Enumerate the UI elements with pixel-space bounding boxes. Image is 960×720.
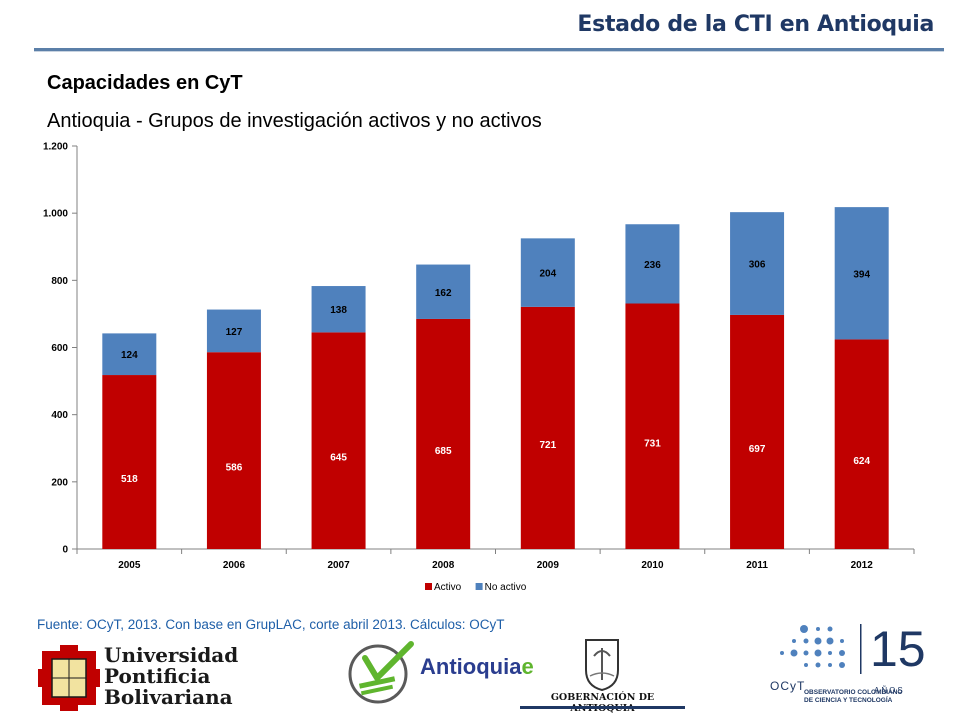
y-tick-label: 400 [51,410,68,421]
x-axis: 2005 2006 2007 2008 2009 2010 2011 2012 [76,548,915,571]
bar-activo [834,339,889,549]
y-tick-label: 0 [62,545,68,556]
ocyt-number: 15 [870,621,926,677]
data-label: 124 [121,350,138,361]
gobernacion-underline [520,706,685,709]
x-tick-label: 2009 [537,560,560,571]
data-label: 721 [539,440,556,451]
x-tick-label: 2007 [327,560,350,571]
bar-activo [730,314,785,549]
bar-no-activo [416,264,471,319]
legend-swatch [425,583,432,590]
data-label: 518 [121,474,138,485]
data-label: 138 [330,305,347,316]
x-tick-label: 2012 [851,560,874,571]
antioquia-wordmark: Antioquiae [420,654,534,679]
legend-label: No activo [485,582,527,593]
bar-no-activo [834,207,889,340]
bar-activo [311,332,366,549]
ocyt-name: OBSERVATORIO COLOMBIANO DE CIENCIA Y TEC… [804,689,903,704]
data-label: 394 [853,269,870,280]
gobernacion-logo: GOBERNACIÓN DE ANTIOQUIA [520,636,685,714]
ocyt-acronym: OCyT [770,679,806,693]
bar-activo [416,318,471,549]
coat-of-arms-icon [585,639,619,692]
bar-no-activo [730,212,785,315]
data-label: 624 [853,456,870,467]
title-divider [34,48,944,52]
bar-no-activo [311,286,366,333]
slide-title: Estado de la CTI en Antioquia [577,12,934,37]
bar-activo [625,303,680,549]
x-tick-label: 2005 [118,560,141,571]
bar-no-activo [625,224,680,304]
y-tick-label: 600 [51,343,68,354]
legend-swatch [475,583,483,590]
y-axis: 0 200 400 600 800 1.000 1.200 [43,142,78,556]
data-label: 306 [749,260,766,271]
y-tick-label: 1.000 [43,209,68,220]
stacked-bar-chart: 0 200 400 600 800 1.000 1.200 2005 2006 2007 2008… [43,142,915,593]
gobernacion-text: GOBERNACIÓN DE ANTIOQUIA [550,692,655,714]
data-label: 127 [226,327,243,338]
ocyt-dots-icon: 15 [780,621,926,677]
antioquia-educada-logo: Antioquiae [345,638,534,708]
y-tick-label: 200 [51,477,68,488]
ocyt-logo: 15 AÑOS OCyT OBSERVATORIO COLOMBIANO DE … [770,620,940,714]
bar-no-activo [520,238,575,307]
data-label: 586 [226,463,243,474]
upb-seal-icon [38,645,100,711]
upb-line-2: Pontificia [104,664,211,688]
y-tick-label: 800 [51,276,68,287]
section-title: Capacidades en CyT [47,72,243,94]
data-label: 697 [749,444,766,455]
source-note: Fuente: OCyT, 2013. Con base en GrupLAC,… [37,617,505,632]
legend: Activo No activo [425,582,527,593]
y-tick-label: 1.200 [43,142,68,153]
x-tick-label: 2011 [746,560,768,571]
bar-no-activo [206,309,261,353]
x-tick-label: 2008 [432,560,455,571]
data-label: 731 [644,438,661,449]
data-label: 645 [330,453,347,464]
ocyt-anios: AÑOS [874,686,905,695]
data-label: 162 [435,288,452,299]
data-label: 685 [435,446,452,457]
data-label: 204 [539,269,556,280]
upb-line-1: Universidad [104,643,239,667]
chart-title: Antioquia - Grupos de investigación acti… [47,110,542,132]
upb-logo: Universidad Pontificia Bolivariana [38,645,238,711]
bar-no-activo [102,333,157,376]
upb-line-3: Bolivariana [104,685,233,709]
bar-activo [102,375,157,549]
bar-activo [520,306,575,549]
x-tick-label: 2006 [223,560,246,571]
legend-label: Activo [434,582,462,593]
antioquia-badge-icon [348,641,414,704]
data-label: 236 [644,260,661,271]
bars: 518 124 586 127 645 138 685 162 721 204 731 236 697 3… [102,207,889,549]
bar-activo [206,352,261,549]
x-tick-label: 2010 [641,560,664,571]
